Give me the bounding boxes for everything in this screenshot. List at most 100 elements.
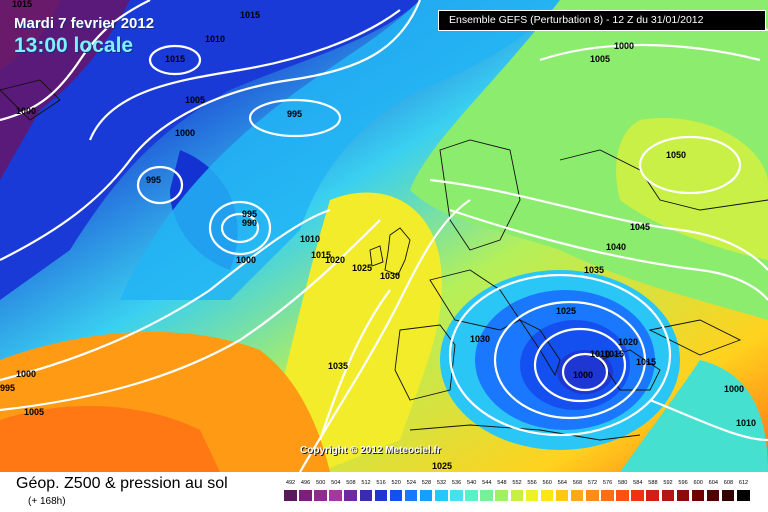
scale-swatch (465, 490, 478, 501)
model-run-text: Ensemble GEFS (Perturbation 8) - 12 Z du… (449, 14, 704, 26)
trough-core-north (0, 0, 130, 180)
isobar-label: 1015 (311, 250, 331, 260)
scale-swatch (404, 490, 418, 501)
scale-label: 572 (587, 480, 598, 486)
scale-label: 512 (361, 480, 371, 486)
isobar-label: 1005 (590, 54, 610, 64)
isobar-label: 1000 (724, 384, 744, 394)
isobar (539, 43, 761, 62)
scale-label: 528 (421, 480, 432, 486)
isobar-label: 1025 (556, 306, 576, 316)
isobar-label: 1030 (470, 334, 490, 344)
scale-label: 508 (346, 480, 356, 486)
isobar-label: 990 (242, 218, 257, 228)
isobar-label: 1045 (630, 222, 650, 232)
forecast-lead-time: (+ 168h) (28, 496, 66, 507)
green-zone-europe (410, 0, 768, 320)
isobar-label: 1015 (240, 10, 260, 20)
scale-swatch (389, 490, 403, 501)
italy-coast (518, 318, 561, 377)
scale-label: 604 (708, 480, 718, 486)
map-footer: Géop. Z500 & pression au sol (+ 168h) 49… (0, 472, 768, 512)
isobar (429, 178, 768, 271)
isobar (649, 398, 768, 442)
scale-swatch (721, 490, 735, 501)
scale-label: 548 (497, 480, 507, 486)
scale-swatch (480, 490, 493, 501)
isobar-label: 1040 (606, 242, 626, 252)
isobar-label: 1015 (12, 0, 32, 9)
scale-swatch (570, 490, 584, 501)
ridge-atlantic (260, 192, 442, 472)
scale-swatch (450, 490, 463, 501)
color-scale-legend: 492 496 500 504 508 512 516 520 524 528 532 536 540 5… (284, 480, 752, 510)
scale-swatch (495, 490, 508, 501)
isobar-label: 1025 (352, 263, 372, 273)
scale-swatch (661, 490, 674, 501)
scale-swatch (374, 490, 388, 501)
isobar-label: 1035 (328, 361, 348, 371)
scale-swatch (706, 490, 720, 501)
scale-label: 532 (436, 480, 447, 486)
isobar (0, 0, 151, 122)
isobar-label: 1000 (614, 41, 634, 51)
scale-swatch (510, 490, 523, 501)
scale-label: 536 (451, 480, 462, 486)
scale-label: 504 (331, 480, 341, 486)
scale-label: 596 (678, 480, 688, 486)
isobar-small-low (136, 165, 184, 205)
isobar-low-990 (208, 200, 272, 256)
scale-label: 556 (527, 480, 537, 486)
scale-label: 516 (376, 480, 386, 486)
model-run-banner: Ensemble GEFS (Perturbation 8) - 12 Z du… (438, 10, 766, 31)
isobar-label: 1020 (325, 255, 345, 265)
coastlines (0, 79, 768, 441)
forecast-date: Mardi 7 fevrier 2012 (14, 15, 155, 32)
isobar-label: 1015 (165, 54, 185, 64)
isobar (449, 208, 768, 301)
scale-label: 500 (316, 480, 326, 486)
low-geopotential-zone (0, 0, 420, 300)
north-africa-coast (409, 424, 641, 441)
baltic-russia-coast (559, 149, 768, 211)
isobar (0, 219, 381, 412)
scale-swatch (299, 490, 312, 501)
isobar-high-russia (638, 135, 742, 195)
isobar-label: 1005 (185, 95, 205, 105)
scale-swatch (284, 490, 297, 501)
scale-swatch (586, 490, 599, 501)
isobar (299, 199, 471, 472)
isobar (88, 9, 401, 141)
scale-swatch (329, 490, 342, 501)
scale-swatch (540, 490, 554, 501)
map-title: Géop. Z500 & pression au sol (16, 475, 228, 492)
isobar-label: 1015 (636, 357, 656, 367)
isobar-label-group: 1015 1010 1015 1000 1005 1000 995 995 99… (0, 0, 756, 471)
scandinavia-coast (439, 139, 521, 251)
scale-swatch (676, 490, 690, 501)
isobar-label: 995 (146, 175, 161, 185)
scale-swatch (601, 490, 614, 501)
weather-map: 1015 1010 1015 1000 1005 1000 995 995 99… (0, 0, 768, 472)
scale-label: 564 (557, 480, 567, 486)
forecast-local-time: 13:00 locale (14, 34, 134, 57)
isobar-cutoff-1010 (493, 300, 647, 420)
trough-core-northwest (0, 0, 60, 70)
isobar-label: 1005 (24, 407, 44, 417)
scale-label: 588 (648, 480, 658, 486)
ridge-east (616, 118, 768, 260)
scale-label: 540 (467, 480, 477, 486)
isobar-cutoff-1015 (448, 273, 672, 437)
scale-swatch (691, 490, 705, 501)
isobar-label: 1020 (618, 337, 638, 347)
isobar-label: 1000 (236, 255, 256, 265)
cyan-zone-southeast (620, 360, 768, 472)
scale-swatch (646, 490, 659, 501)
isobar-label: 1000 (175, 128, 195, 138)
isobar-label: 1010 (736, 418, 756, 428)
scale-label: 520 (391, 480, 401, 486)
ireland-coast (369, 245, 384, 267)
scale-label: 560 (542, 480, 552, 486)
scale-label: 580 (618, 480, 628, 486)
scale-label: 600 (693, 480, 703, 486)
